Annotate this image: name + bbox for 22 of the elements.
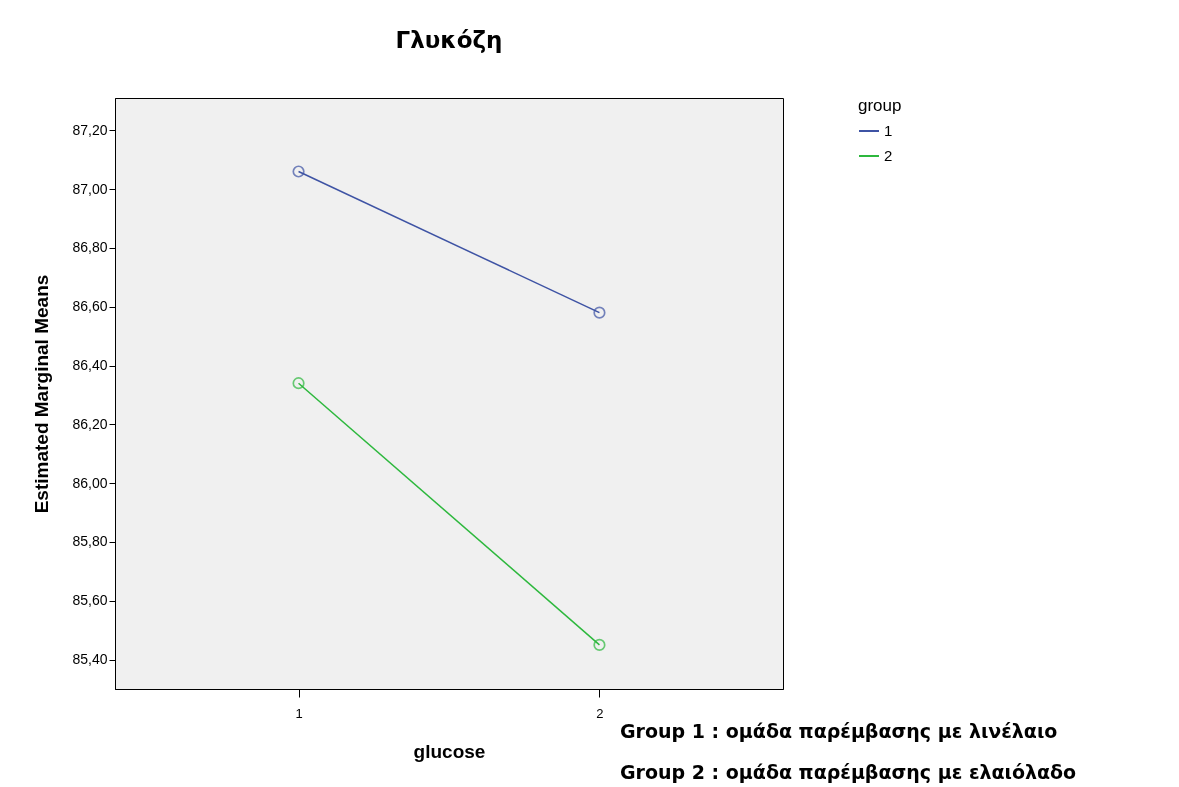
point: [292, 377, 305, 390]
y-tick-label: 85,40: [72, 651, 108, 668]
y-tick-label: 87,20: [72, 121, 108, 138]
x-axis-title: glucose: [413, 740, 486, 762]
point: [292, 165, 305, 178]
text: Group 1 : ομάδα παρέμβασης με λινέλαιο: [620, 720, 1058, 742]
legend-title: group: [858, 96, 902, 115]
y-tick-label: 86,00: [72, 474, 108, 491]
text: Group 2 : ομάδα παρέμβασης με ελαιόλαδο: [620, 761, 1077, 783]
y-tick-label: 86,60: [72, 298, 108, 315]
y-tick-label: 85,60: [72, 592, 108, 609]
y-axis-title: Estimated Marginal Means: [31, 274, 53, 514]
point: [593, 306, 606, 319]
chart-title: Γλυκόζη: [395, 27, 503, 53]
y-tick-label: 86,40: [72, 357, 108, 374]
y-tick-label: 85,80: [72, 533, 108, 550]
legend-label: 1: [884, 122, 893, 139]
y-tick-label: 86,80: [72, 239, 108, 256]
y-tick-label: 86,20: [72, 415, 108, 432]
y-tick-label: 87,00: [72, 180, 108, 197]
legend-label: 2: [884, 147, 893, 164]
point: [593, 638, 606, 651]
